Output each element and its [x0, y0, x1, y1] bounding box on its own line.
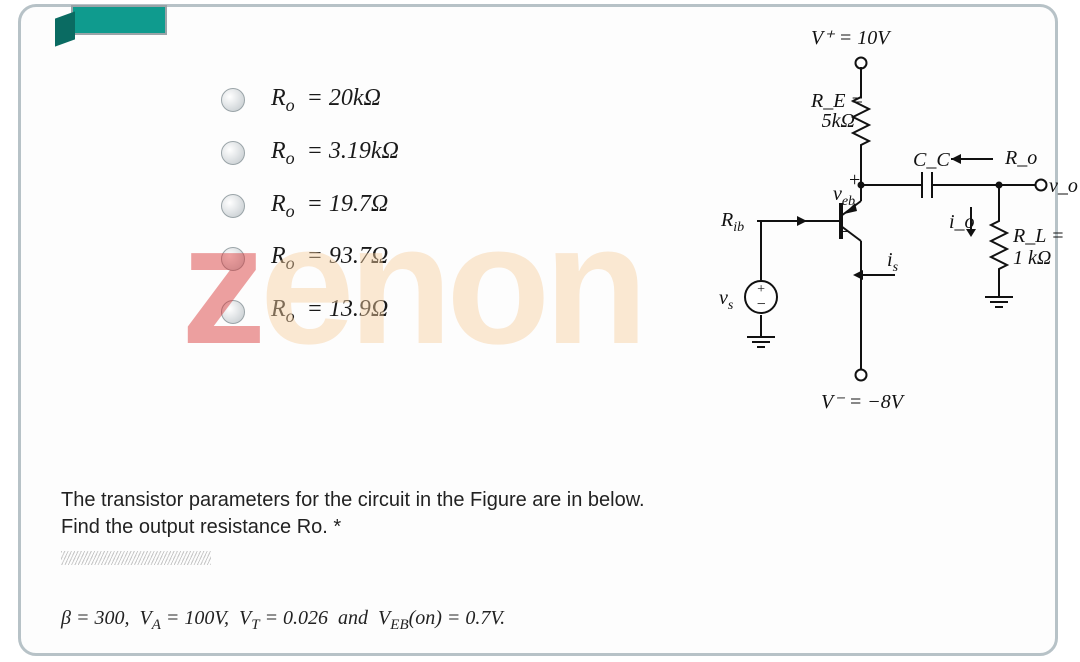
vs-label: vs	[719, 287, 733, 314]
option-label: Ro = 3.19kΩ	[271, 138, 399, 169]
option-row[interactable]: Ro = 13.9Ω	[221, 296, 399, 327]
option-row[interactable]: Ro = 20kΩ	[221, 85, 399, 116]
circuit-diagram: V⁺ = 10V R_E =5kΩ C_C R_o v_o	[661, 31, 1061, 451]
rib-label: Rib	[721, 209, 744, 236]
ground-icon	[743, 333, 779, 353]
options-list: Ro = 20kΩ Ro = 3.19kΩ Ro = 19.7Ω Ro = 93…	[221, 85, 399, 349]
vs-source-icon: + −	[743, 279, 779, 315]
option-row[interactable]: Ro = 3.19kΩ	[221, 138, 399, 169]
svg-text:+: +	[756, 282, 765, 297]
option-row[interactable]: Ro = 93.7Ω	[221, 243, 399, 274]
resistor-rl	[987, 215, 1011, 275]
svg-text:−: −	[756, 296, 767, 313]
option-row[interactable]: Ro = 19.7Ω	[221, 191, 399, 222]
question-text: The transistor parameters for the circui…	[61, 487, 645, 541]
radio-icon[interactable]	[221, 141, 245, 165]
vo-terminal	[1035, 179, 1048, 192]
radio-icon[interactable]	[221, 194, 245, 218]
node-open	[855, 369, 868, 382]
rl-label: R_L =1 kΩ	[1013, 225, 1064, 269]
option-label: Ro = 20kΩ	[271, 85, 381, 116]
parameters-text: β = 300, VA = 100V, VT = 0.026 and VEB(o…	[61, 607, 505, 634]
vplus-label: V⁺ = 10V	[811, 25, 890, 50]
eraser-smudge	[61, 551, 211, 565]
ro-label: R_o	[1005, 147, 1037, 170]
veb-label: veb	[833, 183, 855, 210]
question-card: Ro = 20kΩ Ro = 3.19kΩ Ro = 19.7Ω Ro = 93…	[18, 4, 1058, 656]
radio-icon[interactable]	[221, 88, 245, 112]
card-tab	[71, 5, 167, 35]
re-label: R_E =5kΩ	[811, 91, 855, 131]
radio-icon[interactable]	[221, 300, 245, 324]
is-label: is	[887, 249, 898, 276]
ro-arrow-icon	[943, 149, 1003, 169]
option-label: Ro = 19.7Ω	[271, 191, 388, 222]
option-label: Ro = 13.9Ω	[271, 296, 388, 327]
vo-label: v_o	[1049, 175, 1078, 198]
vminus-label: V⁻ = −8V	[821, 389, 903, 414]
radio-icon[interactable]	[221, 247, 245, 271]
ground-icon	[981, 293, 1017, 313]
option-label: Ro = 93.7Ω	[271, 243, 388, 274]
io-label: i_o	[949, 211, 975, 234]
